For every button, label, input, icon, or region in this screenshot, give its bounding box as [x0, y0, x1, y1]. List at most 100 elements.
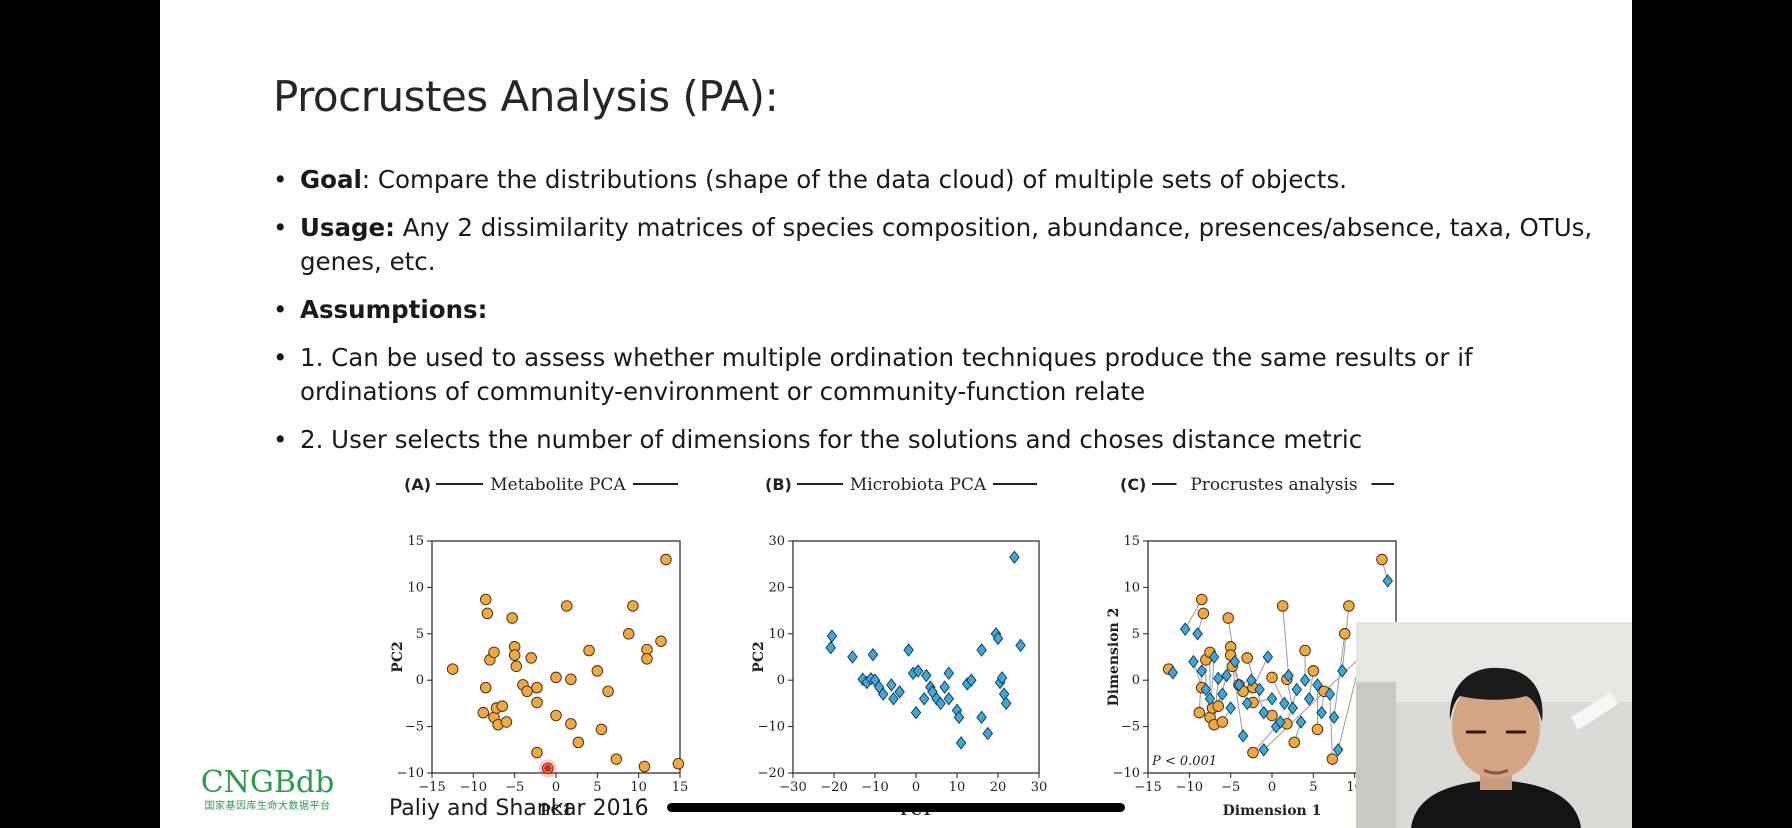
y-axis-label: PC2	[390, 641, 406, 672]
panel-label: (B)	[765, 475, 792, 494]
y-tick-label: −10	[1113, 766, 1140, 781]
y-tick-label: 15	[407, 534, 424, 549]
y-tick-label: 0	[416, 673, 424, 688]
data-point	[1015, 638, 1026, 653]
data-point	[1192, 627, 1203, 641]
x-tick-label: −10	[460, 780, 487, 795]
data-point	[1217, 687, 1228, 701]
data-point	[1254, 682, 1265, 697]
data-point	[1343, 600, 1355, 612]
data-point	[1382, 574, 1393, 588]
panel-label: (A)	[404, 475, 431, 494]
data-point	[1196, 664, 1207, 678]
x-axis-label: Dimension 1	[1223, 803, 1322, 819]
citation: Paliy and Shankar 2016	[389, 796, 649, 821]
procrustes-link	[1282, 605, 1290, 676]
data-point	[1262, 650, 1274, 664]
y-tick-label: 10	[768, 627, 785, 642]
data-point	[672, 757, 685, 770]
y-tick-label: 10	[407, 580, 424, 595]
x-tick-label: 20	[990, 780, 1007, 795]
bullet-bold: Usage:	[300, 213, 395, 242]
x-tick-label: −20	[820, 780, 847, 795]
data-point	[1283, 668, 1294, 683]
data-point	[508, 649, 521, 661]
data-point	[595, 723, 608, 736]
data-point	[1208, 650, 1220, 664]
data-point	[1247, 746, 1259, 759]
data-point	[1193, 706, 1206, 719]
x-tick-label: −5	[1221, 780, 1240, 795]
data-point	[1258, 743, 1269, 757]
data-point	[894, 685, 905, 699]
x-tick-label: 5	[1309, 780, 1317, 795]
chart-panel-0: (A) Metabolite PCA−15 −10 −5 0 5 10 15−10−50510…	[390, 475, 688, 819]
bullet-text: Any 2 dissimilarity matrices of species …	[300, 213, 1593, 276]
data-point	[935, 696, 946, 711]
data-point	[976, 710, 987, 725]
data-point	[982, 726, 994, 741]
video-progress-bar[interactable]	[667, 803, 1125, 812]
x-tick-label: −10	[1176, 780, 1203, 795]
y-tick-label: 0	[1132, 673, 1140, 688]
y-tick-label: −20	[758, 766, 785, 781]
data-point	[1312, 678, 1323, 692]
data-point	[955, 736, 967, 750]
bullet-bold: Goal	[300, 165, 362, 194]
laser-pointer-dot	[544, 764, 552, 772]
x-tick-label: 0	[912, 780, 920, 795]
data-point	[1279, 696, 1290, 711]
data-point	[1258, 705, 1269, 720]
y-tick-label: −5	[1121, 720, 1140, 735]
bullet-text: 2. User selects the number of dimensions…	[300, 425, 1363, 454]
data-point	[1241, 652, 1253, 664]
panel-label: (C)	[1120, 475, 1146, 494]
data-point	[1204, 692, 1216, 706]
data-point	[825, 640, 836, 655]
procrustes-link	[1333, 633, 1346, 718]
data-point	[572, 736, 585, 749]
y-tick-label: 10	[1123, 580, 1140, 595]
panel-title: Procrustes analysis	[1190, 475, 1357, 495]
data-point	[591, 665, 604, 677]
data-point	[1167, 666, 1179, 680]
data-point	[939, 680, 950, 694]
y-tick-label: −5	[405, 720, 424, 735]
data-point	[1291, 682, 1303, 697]
data-point	[1266, 709, 1278, 722]
data-point	[888, 692, 899, 706]
x-tick-label: 15	[672, 780, 689, 795]
x-tick-label: −15	[418, 780, 445, 795]
data-point	[1179, 622, 1191, 636]
panel-title: Metabolite PCA	[490, 475, 626, 495]
x-tick-label: −15	[1134, 780, 1161, 795]
data-point	[1216, 716, 1229, 728]
data-point	[953, 710, 965, 725]
data-point	[943, 692, 955, 706]
presenter-video	[1356, 622, 1632, 828]
y-axis-label: PC2	[751, 641, 767, 672]
data-point	[638, 760, 651, 773]
procrustes-link	[1252, 726, 1277, 753]
data-point	[1299, 644, 1311, 657]
chart-panel-2: (C) Procrustes analysis−15 −10 −5 0 5 10−10−50…	[1106, 475, 1397, 819]
data-point	[550, 709, 562, 722]
data-point	[1326, 753, 1339, 765]
data-point	[1311, 723, 1324, 736]
data-point	[1316, 705, 1327, 720]
x-axis-label: PC1	[540, 803, 571, 819]
logo-name: CNGBdb	[200, 765, 335, 800]
data-point	[531, 681, 543, 694]
data-point	[565, 718, 577, 730]
y-tick-label: −10	[758, 720, 785, 735]
x-tick-label: −30	[779, 780, 806, 795]
data-point	[1246, 673, 1257, 687]
data-point	[1328, 710, 1340, 725]
data-point	[525, 652, 537, 664]
logo-subtitle: 国家基因库生命大数据平台	[204, 801, 331, 812]
data-point	[565, 673, 577, 686]
data-point	[496, 700, 509, 712]
data-point	[531, 746, 543, 759]
bullet-assumption-2: • 2. User selects the number of dimension…	[273, 425, 1363, 454]
data-point	[847, 650, 858, 664]
